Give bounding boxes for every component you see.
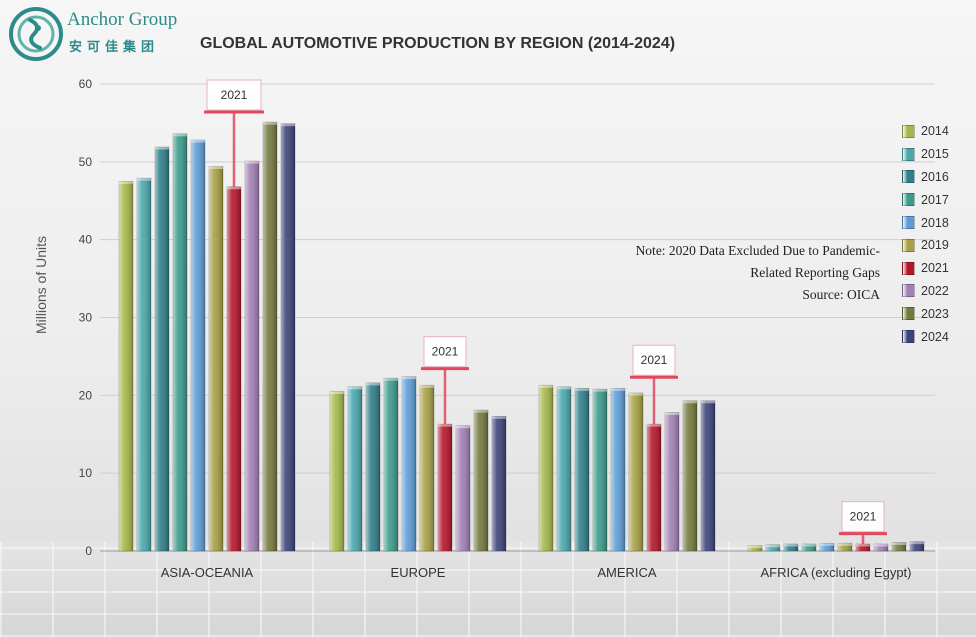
bar — [209, 167, 223, 551]
bar — [766, 545, 780, 551]
y-axis-label: Millions of Units — [33, 236, 49, 334]
bar — [281, 124, 295, 551]
bar — [856, 544, 870, 551]
x-tick-label: AMERICA — [597, 565, 657, 580]
y-tick-label: 20 — [79, 388, 93, 402]
y-tick-label: 40 — [79, 233, 93, 247]
bar — [629, 393, 643, 551]
bar — [575, 388, 589, 551]
annotation-2021: 2021 — [839, 502, 887, 544]
bar — [874, 544, 888, 551]
bar — [611, 388, 625, 551]
legend-item: 2018 — [902, 211, 949, 234]
legend-swatch — [902, 307, 915, 320]
bar — [330, 391, 344, 551]
legend-label: 2018 — [921, 216, 949, 230]
legend-item: 2021 — [902, 257, 949, 280]
bar — [245, 161, 259, 551]
legend-label: 2021 — [921, 261, 949, 275]
bar — [593, 389, 607, 551]
legend-item: 2014 — [902, 120, 949, 143]
legend-swatch — [902, 284, 915, 297]
legend-swatch — [902, 170, 915, 183]
bar — [420, 385, 434, 551]
bar — [456, 426, 470, 551]
annotation-label: 2021 — [641, 353, 668, 367]
legend-label: 2017 — [921, 193, 949, 207]
chart-legend: 2014 2015 2016 2017 2018 2019 2021 2022 2023 2024 — [902, 120, 949, 348]
legend-swatch — [902, 193, 915, 206]
bar — [748, 546, 762, 551]
legend-item: 2024 — [902, 325, 949, 348]
bars — [119, 122, 924, 551]
bar — [263, 122, 277, 551]
annotation-label: 2021 — [850, 510, 877, 524]
y-tick-label: 60 — [79, 77, 93, 91]
bar — [784, 544, 798, 551]
bar — [820, 543, 834, 551]
y-tick-label: 30 — [79, 311, 93, 325]
y-tick-label: 50 — [79, 155, 93, 169]
annotation-label: 2021 — [221, 88, 248, 102]
y-tick-label: 10 — [79, 466, 93, 480]
bar — [492, 416, 506, 551]
y-axis-ticks: 0 10 20 30 40 50 60 — [79, 77, 93, 558]
legend-swatch — [902, 148, 915, 161]
bar — [119, 181, 133, 551]
bar — [191, 140, 205, 551]
x-tick-label: EUROPE — [391, 565, 446, 580]
note-line: Source: OICA — [500, 284, 880, 306]
bar — [539, 385, 553, 551]
legend-item: 2023 — [902, 302, 949, 325]
bar — [683, 401, 697, 551]
legend-swatch — [902, 125, 915, 138]
x-tick-label: AFRICA (excluding Egypt) — [760, 565, 911, 580]
bar — [348, 387, 362, 551]
bar — [384, 378, 398, 551]
bar — [402, 377, 416, 551]
legend-swatch — [902, 330, 915, 343]
bar — [701, 401, 715, 551]
y-tick-label: 0 — [85, 544, 92, 558]
x-tick-label: ASIA-OCEANIA — [161, 565, 254, 580]
legend-item: 2015 — [902, 143, 949, 166]
bar — [665, 412, 679, 551]
bar — [173, 134, 187, 551]
bar — [227, 187, 241, 551]
legend-item: 2016 — [902, 166, 949, 189]
legend-item: 2022 — [902, 280, 949, 303]
gridlines — [100, 84, 935, 551]
legend-label: 2015 — [921, 147, 949, 161]
bar — [838, 543, 852, 551]
bar — [647, 424, 661, 551]
bar — [137, 178, 151, 551]
legend-label: 2024 — [921, 330, 949, 344]
chart-note: Note: 2020 Data Excluded Due to Pandemic… — [500, 240, 880, 306]
bar — [366, 383, 380, 551]
annotation-label: 2021 — [432, 345, 459, 359]
legend-label: 2023 — [921, 307, 949, 321]
bar — [892, 542, 906, 551]
legend-label: 2022 — [921, 284, 949, 298]
bar — [802, 544, 816, 551]
bar — [557, 387, 571, 551]
note-line: Related Reporting Gaps — [500, 262, 880, 284]
legend-swatch — [902, 216, 915, 229]
legend-swatch — [902, 262, 915, 275]
legend-label: 2016 — [921, 170, 949, 184]
bar — [474, 410, 488, 551]
x-axis-labels: ASIA-OCEANIA EUROPE AMERICA AFRICA (excludi… — [161, 565, 912, 580]
legend-swatch — [902, 239, 915, 252]
legend-item: 2019 — [902, 234, 949, 257]
note-line: Note: 2020 Data Excluded Due to Pandemic… — [500, 240, 880, 262]
legend-item: 2017 — [902, 188, 949, 211]
bar — [910, 542, 924, 551]
legend-label: 2019 — [921, 238, 949, 252]
bar — [155, 147, 169, 551]
legend-label: 2014 — [921, 124, 949, 138]
bar — [438, 424, 452, 551]
